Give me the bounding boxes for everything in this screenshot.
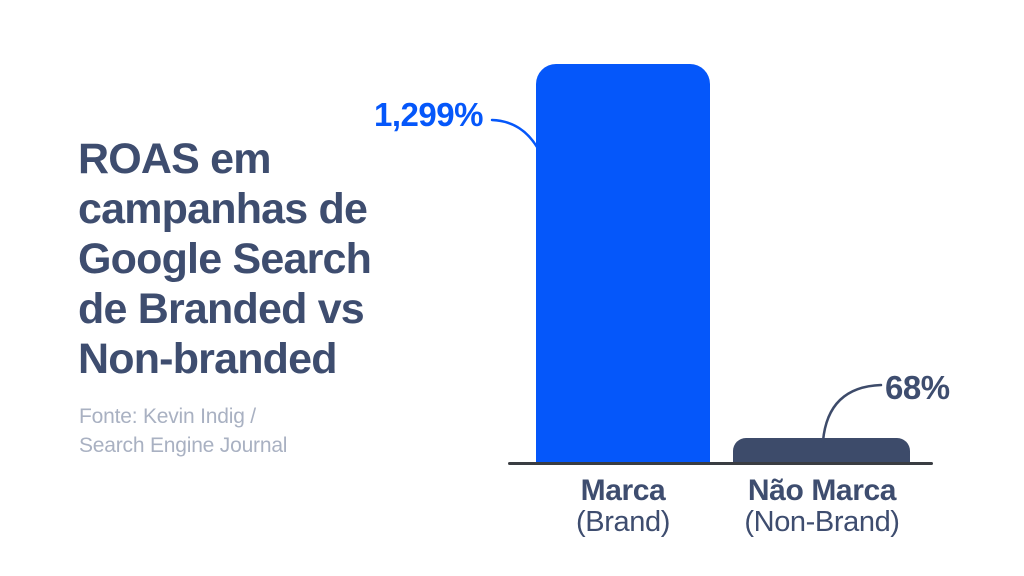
x-axis-line [508,462,933,465]
category-label-brand-main: Marca [580,474,666,507]
category-label-nonbrand: Não Marca (Non-Brand) [672,474,972,538]
category-label-nonbrand-main: Não Marca [747,474,897,507]
category-label-nonbrand-sub: (Non-Brand) [744,506,900,538]
chart-title: ROAS em campanhas de Google Search de Br… [78,135,372,383]
category-label-brand: Marca (Brand) [473,474,773,538]
source-note: Fonte: Kevin Indig / Search Engine Journ… [79,405,288,457]
bar-brand [536,64,710,464]
leader-line-brand [490,118,539,149]
value-label-nonbrand: 68% [885,369,950,406]
category-label-brand-sub: (Brand) [576,506,670,538]
bar-nonbrand [733,438,910,464]
leader-line-nonbrand [821,383,883,443]
value-label-brand: 1,299% [374,96,483,133]
